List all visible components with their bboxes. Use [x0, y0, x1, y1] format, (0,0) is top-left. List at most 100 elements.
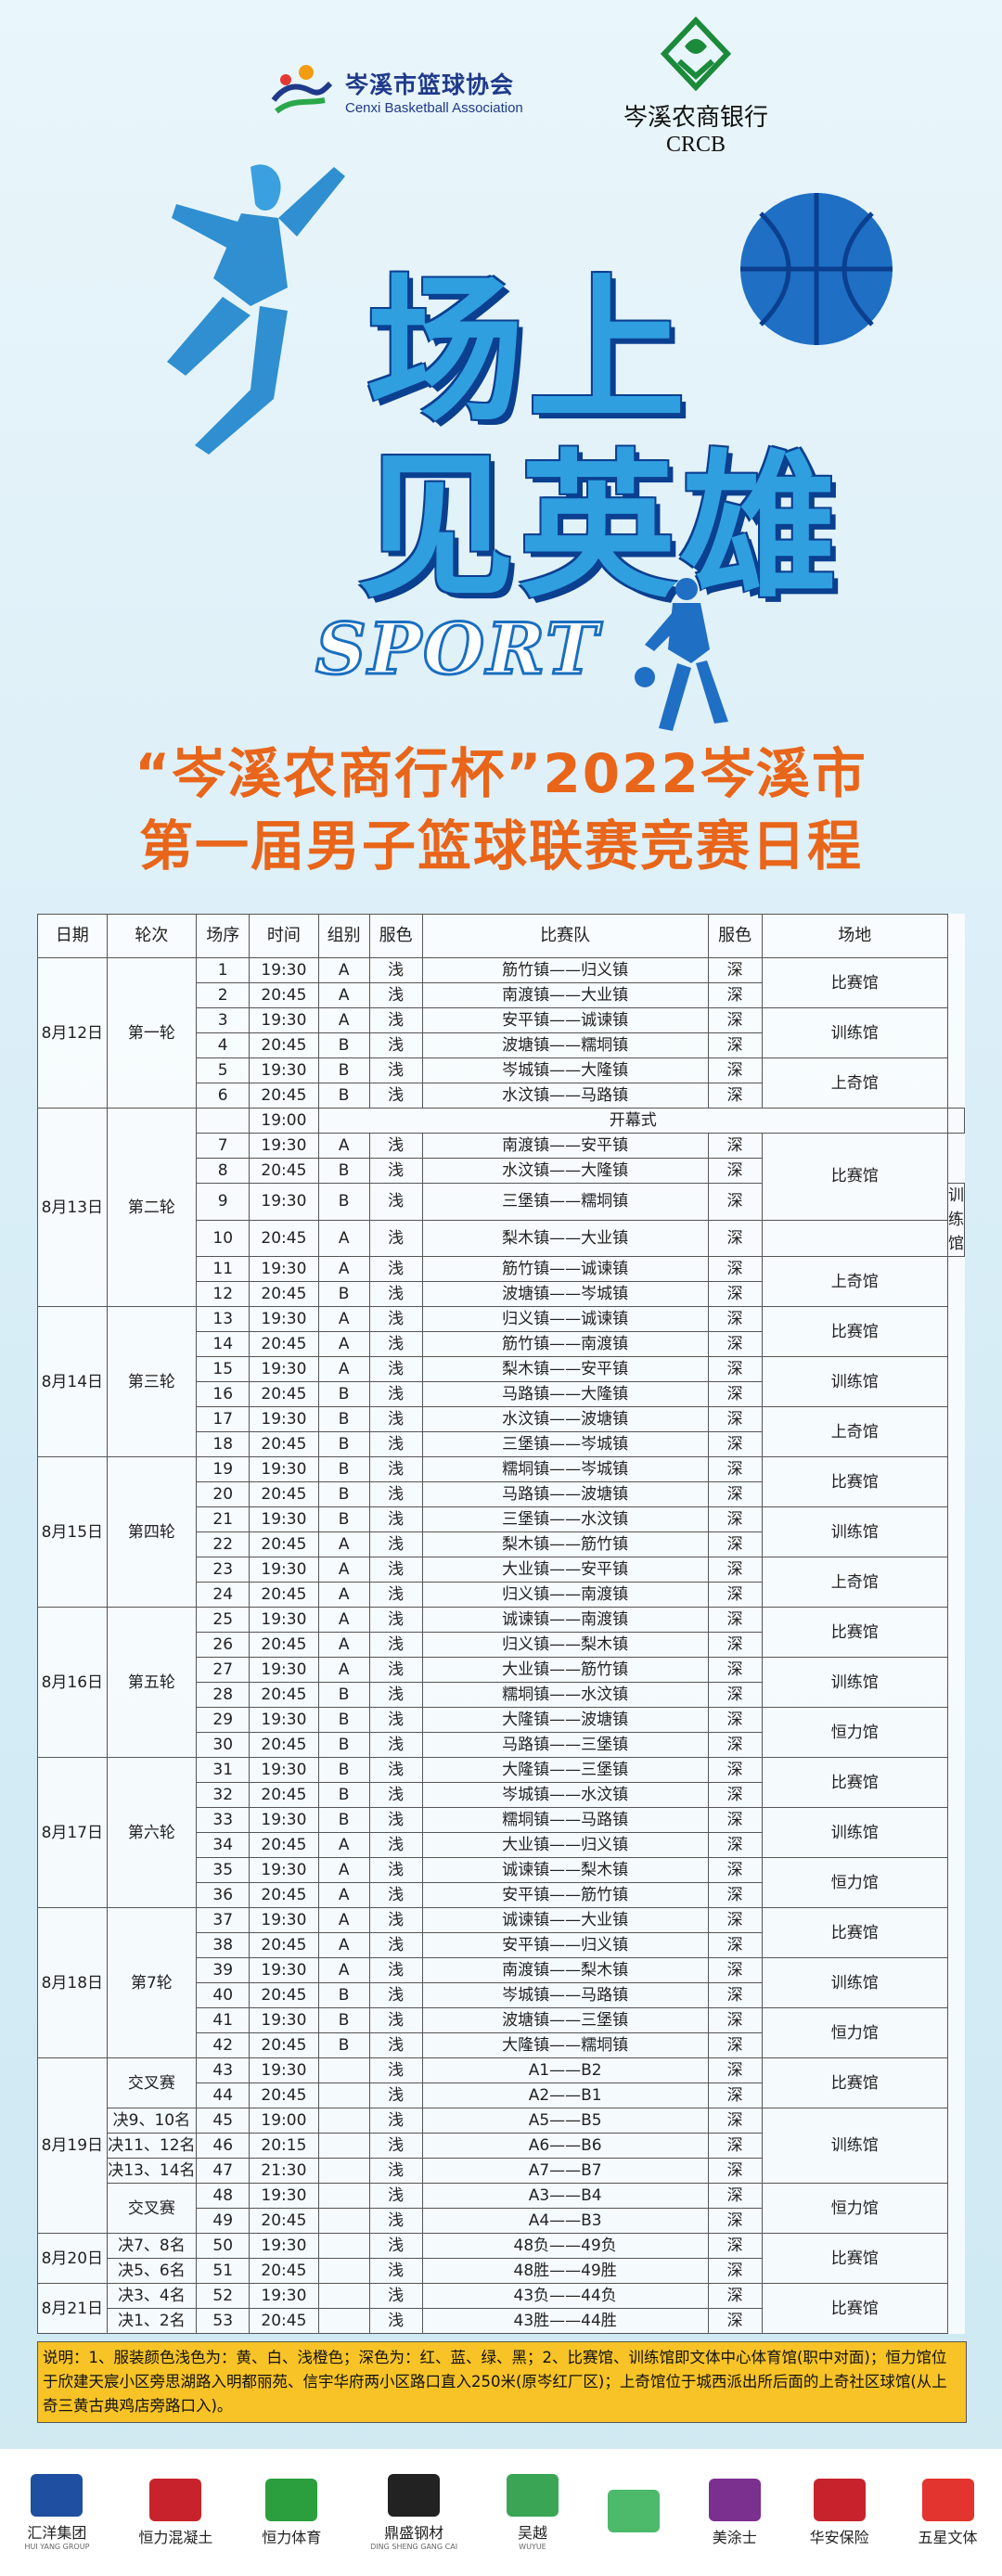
- teams-cell: 水汶镇——波塘镇: [421, 1406, 709, 1432]
- teams-cell: 水汶镇——大隆镇: [421, 1158, 709, 1184]
- time-cell: 20:45: [249, 2308, 319, 2334]
- time-cell: 20:45: [249, 1381, 319, 1407]
- group-cell: B: [317, 1183, 370, 1221]
- group-cell: A: [317, 1632, 370, 1658]
- time-cell: 19:30: [249, 1757, 319, 1783]
- away-color-cell: 深: [707, 982, 763, 1008]
- away-color-cell: 深: [707, 1219, 763, 1257]
- column-header: 场地: [761, 914, 949, 958]
- match-number-cell: 26: [196, 1632, 250, 1658]
- date-cell: 8月18日: [37, 1907, 108, 2058]
- dunking-player-icon: [167, 164, 345, 455]
- bank-mark-icon: [660, 16, 732, 92]
- table-row: 17 19:30 B 浅水汶镇——波塘镇深上奇馆: [38, 1406, 965, 1457]
- teams-cell: A6——B6: [421, 2133, 709, 2159]
- away-color-cell: 深: [707, 1057, 763, 1083]
- teams-cell: 48胜——49胜: [421, 2258, 709, 2284]
- match-number-cell: 43: [196, 2057, 250, 2083]
- venue-cell: 恒力馆: [761, 2183, 949, 2234]
- away-color-cell: 深: [707, 1732, 763, 1758]
- time-cell: 20:45: [249, 1882, 319, 1908]
- time-cell: 20:45: [249, 2032, 319, 2058]
- column-header: 场序: [196, 914, 250, 958]
- round-cell: 第五轮: [106, 1607, 198, 1758]
- sponsor-mark-icon: [31, 2474, 84, 2517]
- group-cell: A: [317, 1219, 370, 1257]
- table-row: 8月20日 决7、8名 50 19:30 浅 48负——49负深比赛馆: [37, 2233, 965, 2284]
- venue-cell: 训练馆: [761, 2108, 949, 2184]
- match-number-cell: [196, 1108, 250, 1134]
- venue-cell: 训练馆: [761, 1007, 949, 1058]
- table-row: 7 19:30 A 浅南渡镇——安平镇深比赛馆: [38, 1133, 965, 1221]
- home-color-cell: 浅: [368, 1007, 423, 1033]
- group-cell: A: [317, 982, 370, 1008]
- venue-cell: 比赛馆: [761, 1456, 949, 1507]
- table-row: 8月12日 第一轮 1 19:30 A 浅筋竹镇——归义镇深比赛馆: [37, 957, 965, 1109]
- venue-cell: [947, 1108, 965, 1134]
- table-row: 决1、2名 53 20:45 浅 43胜——44胜深: [38, 2308, 965, 2334]
- home-color-cell: 浅: [368, 1832, 423, 1858]
- table-row: 22 20:45 A 浅梨木镇——筋竹镇深: [38, 1532, 965, 1557]
- match-number-cell: 32: [196, 1782, 250, 1808]
- time-cell: 19:00: [249, 2108, 319, 2134]
- time-cell: 19:30: [249, 2283, 319, 2309]
- time-cell: 19:30: [249, 1607, 319, 1633]
- group-cell: A: [317, 1532, 370, 1557]
- round-cell: 交叉赛: [106, 2057, 198, 2108]
- match-number-cell: 50: [196, 2233, 250, 2259]
- table-row: 36 20:45 A 浅安平镇——筋竹镇深: [38, 1882, 965, 1908]
- round-cell: 决7、8名: [106, 2233, 198, 2259]
- venue-cell: 比赛馆: [761, 1133, 949, 1221]
- away-color-cell: 深: [707, 1331, 763, 1357]
- group-cell: A: [317, 1306, 370, 1332]
- teams-cell: A5——B5: [421, 2108, 709, 2134]
- sponsor-logo: 恒力混凝土: [138, 2478, 213, 2547]
- teams-cell: A7——B7: [421, 2158, 709, 2184]
- group-cell: [317, 2308, 370, 2334]
- home-color-cell: 浅: [368, 1158, 423, 1184]
- sponsor-name: 恒力混凝土: [138, 2528, 213, 2546]
- match-number-cell: 27: [196, 1657, 250, 1683]
- match-number-cell: 9: [196, 1183, 250, 1221]
- group-cell: [317, 2283, 370, 2309]
- teams-cell: 糯垌镇——岑城镇: [421, 1456, 709, 1482]
- time-cell: 19:30: [249, 1807, 319, 1833]
- away-color-cell: 深: [707, 1381, 763, 1407]
- away-color-cell: 深: [707, 1007, 763, 1033]
- time-cell: 19:30: [249, 1506, 319, 1532]
- away-color-cell: 深: [707, 1183, 763, 1221]
- teams-cell: A1——B2: [421, 2057, 709, 2083]
- group-cell: [317, 2133, 370, 2159]
- teams-cell: 南渡镇——梨木镇: [421, 1957, 709, 1983]
- round-cell: 第二轮: [106, 1108, 198, 1307]
- time-cell: 20:45: [249, 1219, 319, 1257]
- match-number-cell: 11: [196, 1256, 250, 1282]
- match-number-cell: 2: [196, 982, 250, 1008]
- time-cell: 19:30: [249, 957, 319, 983]
- away-color-cell: 深: [707, 1932, 763, 1958]
- home-color-cell: 浅: [368, 1281, 423, 1307]
- venue-cell: 训练馆: [761, 1657, 949, 1708]
- home-color-cell: 浅: [368, 1532, 423, 1557]
- round-cell: 交叉赛: [106, 2183, 198, 2234]
- home-color-cell: 浅: [368, 1932, 423, 1958]
- group-cell: B: [317, 2007, 370, 2033]
- teams-cell: 马路镇——波塘镇: [421, 1481, 709, 1507]
- table-row: 9 19:30 B 浅三堡镇——糯垌镇深 训练馆: [38, 1183, 965, 1257]
- date-cell: 8月12日: [37, 957, 108, 1109]
- date-cell: 8月21日: [37, 2283, 108, 2334]
- sponsor-logo: 美涂士: [708, 2478, 761, 2547]
- home-color-cell: 浅: [368, 2258, 423, 2284]
- table-row: 8 20:45 B 浅水汶镇——大隆镇深: [38, 1158, 965, 1184]
- association-name: 岑溪市篮球协会: [345, 70, 515, 98]
- time-cell: 19:30: [249, 1133, 319, 1159]
- match-number-cell: 21: [196, 1506, 250, 1532]
- bank-logo: 岑溪农商银行 CRCB: [594, 16, 798, 158]
- table-row: 38 20:45 A 浅安平镇——归义镇深: [38, 1932, 965, 1958]
- time-cell: 19:30: [249, 1857, 319, 1883]
- column-header: 服色: [707, 914, 763, 958]
- match-number-cell: 16: [196, 1381, 250, 1407]
- away-color-cell: 深: [707, 1532, 763, 1557]
- teams-cell: 梨木镇——大业镇: [421, 1219, 709, 1257]
- dribbling-player-icon: [635, 578, 728, 731]
